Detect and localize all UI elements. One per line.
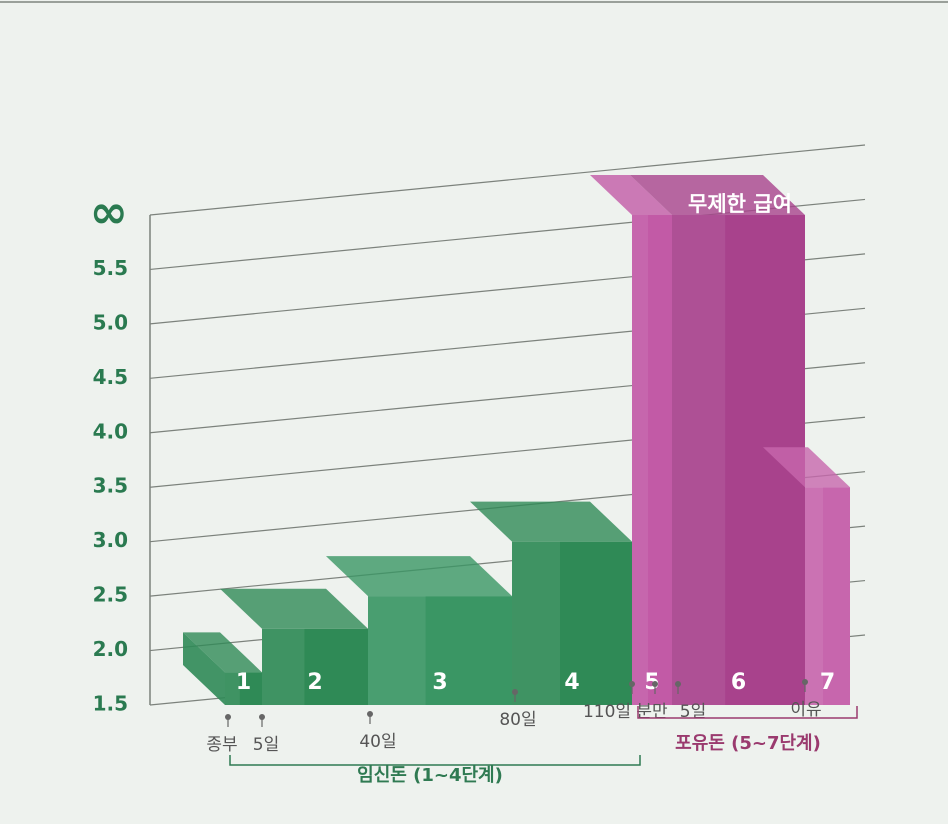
stage-label: 6 bbox=[731, 670, 746, 695]
y-tick-label: 4.0 bbox=[93, 419, 128, 443]
bar-sheen bbox=[368, 596, 426, 705]
event-label: 5일 bbox=[680, 702, 706, 722]
y-tick-label: 3.0 bbox=[93, 528, 128, 552]
bar-top bbox=[590, 175, 672, 215]
bar-sheen bbox=[805, 487, 823, 705]
event-dot bbox=[802, 679, 808, 685]
event-dot bbox=[512, 689, 518, 695]
y-tick-label: 2.0 bbox=[93, 637, 128, 661]
phase-bracket bbox=[637, 706, 858, 719]
bar-top bbox=[470, 501, 632, 542]
annotation: 무제한 급여 bbox=[688, 192, 792, 216]
event-label: 종부 bbox=[206, 735, 237, 755]
bar-top bbox=[183, 632, 262, 673]
bar-top bbox=[326, 556, 512, 597]
bar bbox=[368, 596, 512, 705]
stage-label: 2 bbox=[307, 670, 322, 695]
bar-side bbox=[183, 632, 225, 705]
phase-bracket bbox=[229, 755, 641, 766]
bar-sheen bbox=[262, 628, 305, 705]
phase-label: 임신돈 (1~4단계) bbox=[357, 765, 503, 786]
phase-label: 포유돈 (5~7단계) bbox=[675, 733, 821, 754]
stage-label: 3 bbox=[432, 670, 447, 695]
event-dot bbox=[652, 681, 658, 687]
grid-line bbox=[149, 144, 866, 216]
event-dot bbox=[367, 711, 373, 717]
y-tick-label: 1.5 bbox=[93, 692, 128, 716]
event-label: 80일 bbox=[499, 710, 536, 730]
y-tick-label: 4.5 bbox=[93, 365, 128, 389]
y-tick-label: 3.5 bbox=[93, 474, 128, 498]
y-tick-label: ∞ bbox=[90, 185, 128, 239]
event-dot bbox=[629, 681, 635, 687]
event-dot bbox=[675, 681, 681, 687]
y-tick-label: 5.5 bbox=[93, 256, 128, 280]
stage-label: 7 bbox=[820, 670, 835, 695]
bar-sheen bbox=[632, 215, 648, 705]
stage-label: 1 bbox=[236, 670, 251, 695]
bar-sheen bbox=[672, 215, 726, 705]
bar-sheen bbox=[225, 672, 240, 705]
bar bbox=[512, 541, 632, 705]
bar-top bbox=[220, 588, 368, 629]
bar bbox=[262, 628, 368, 705]
event-dot bbox=[259, 714, 265, 720]
event-label: 110일 bbox=[583, 702, 631, 722]
bar bbox=[225, 672, 262, 705]
event-label: 40일 bbox=[359, 732, 396, 752]
bar bbox=[632, 215, 672, 705]
event-label: 분만 bbox=[636, 702, 668, 722]
bar-top bbox=[763, 447, 850, 488]
y-tick-label: 2.5 bbox=[93, 583, 128, 607]
bar-sheen bbox=[512, 541, 560, 705]
event-label: 5일 bbox=[253, 735, 279, 755]
y-tick-label: 5.0 bbox=[93, 310, 128, 334]
bar bbox=[805, 487, 850, 705]
event-label: 이유 bbox=[790, 700, 821, 720]
event-dot bbox=[225, 714, 231, 720]
stage-label: 4 bbox=[564, 670, 579, 695]
bar-top bbox=[630, 175, 805, 215]
stage-label: 5 bbox=[644, 670, 659, 695]
